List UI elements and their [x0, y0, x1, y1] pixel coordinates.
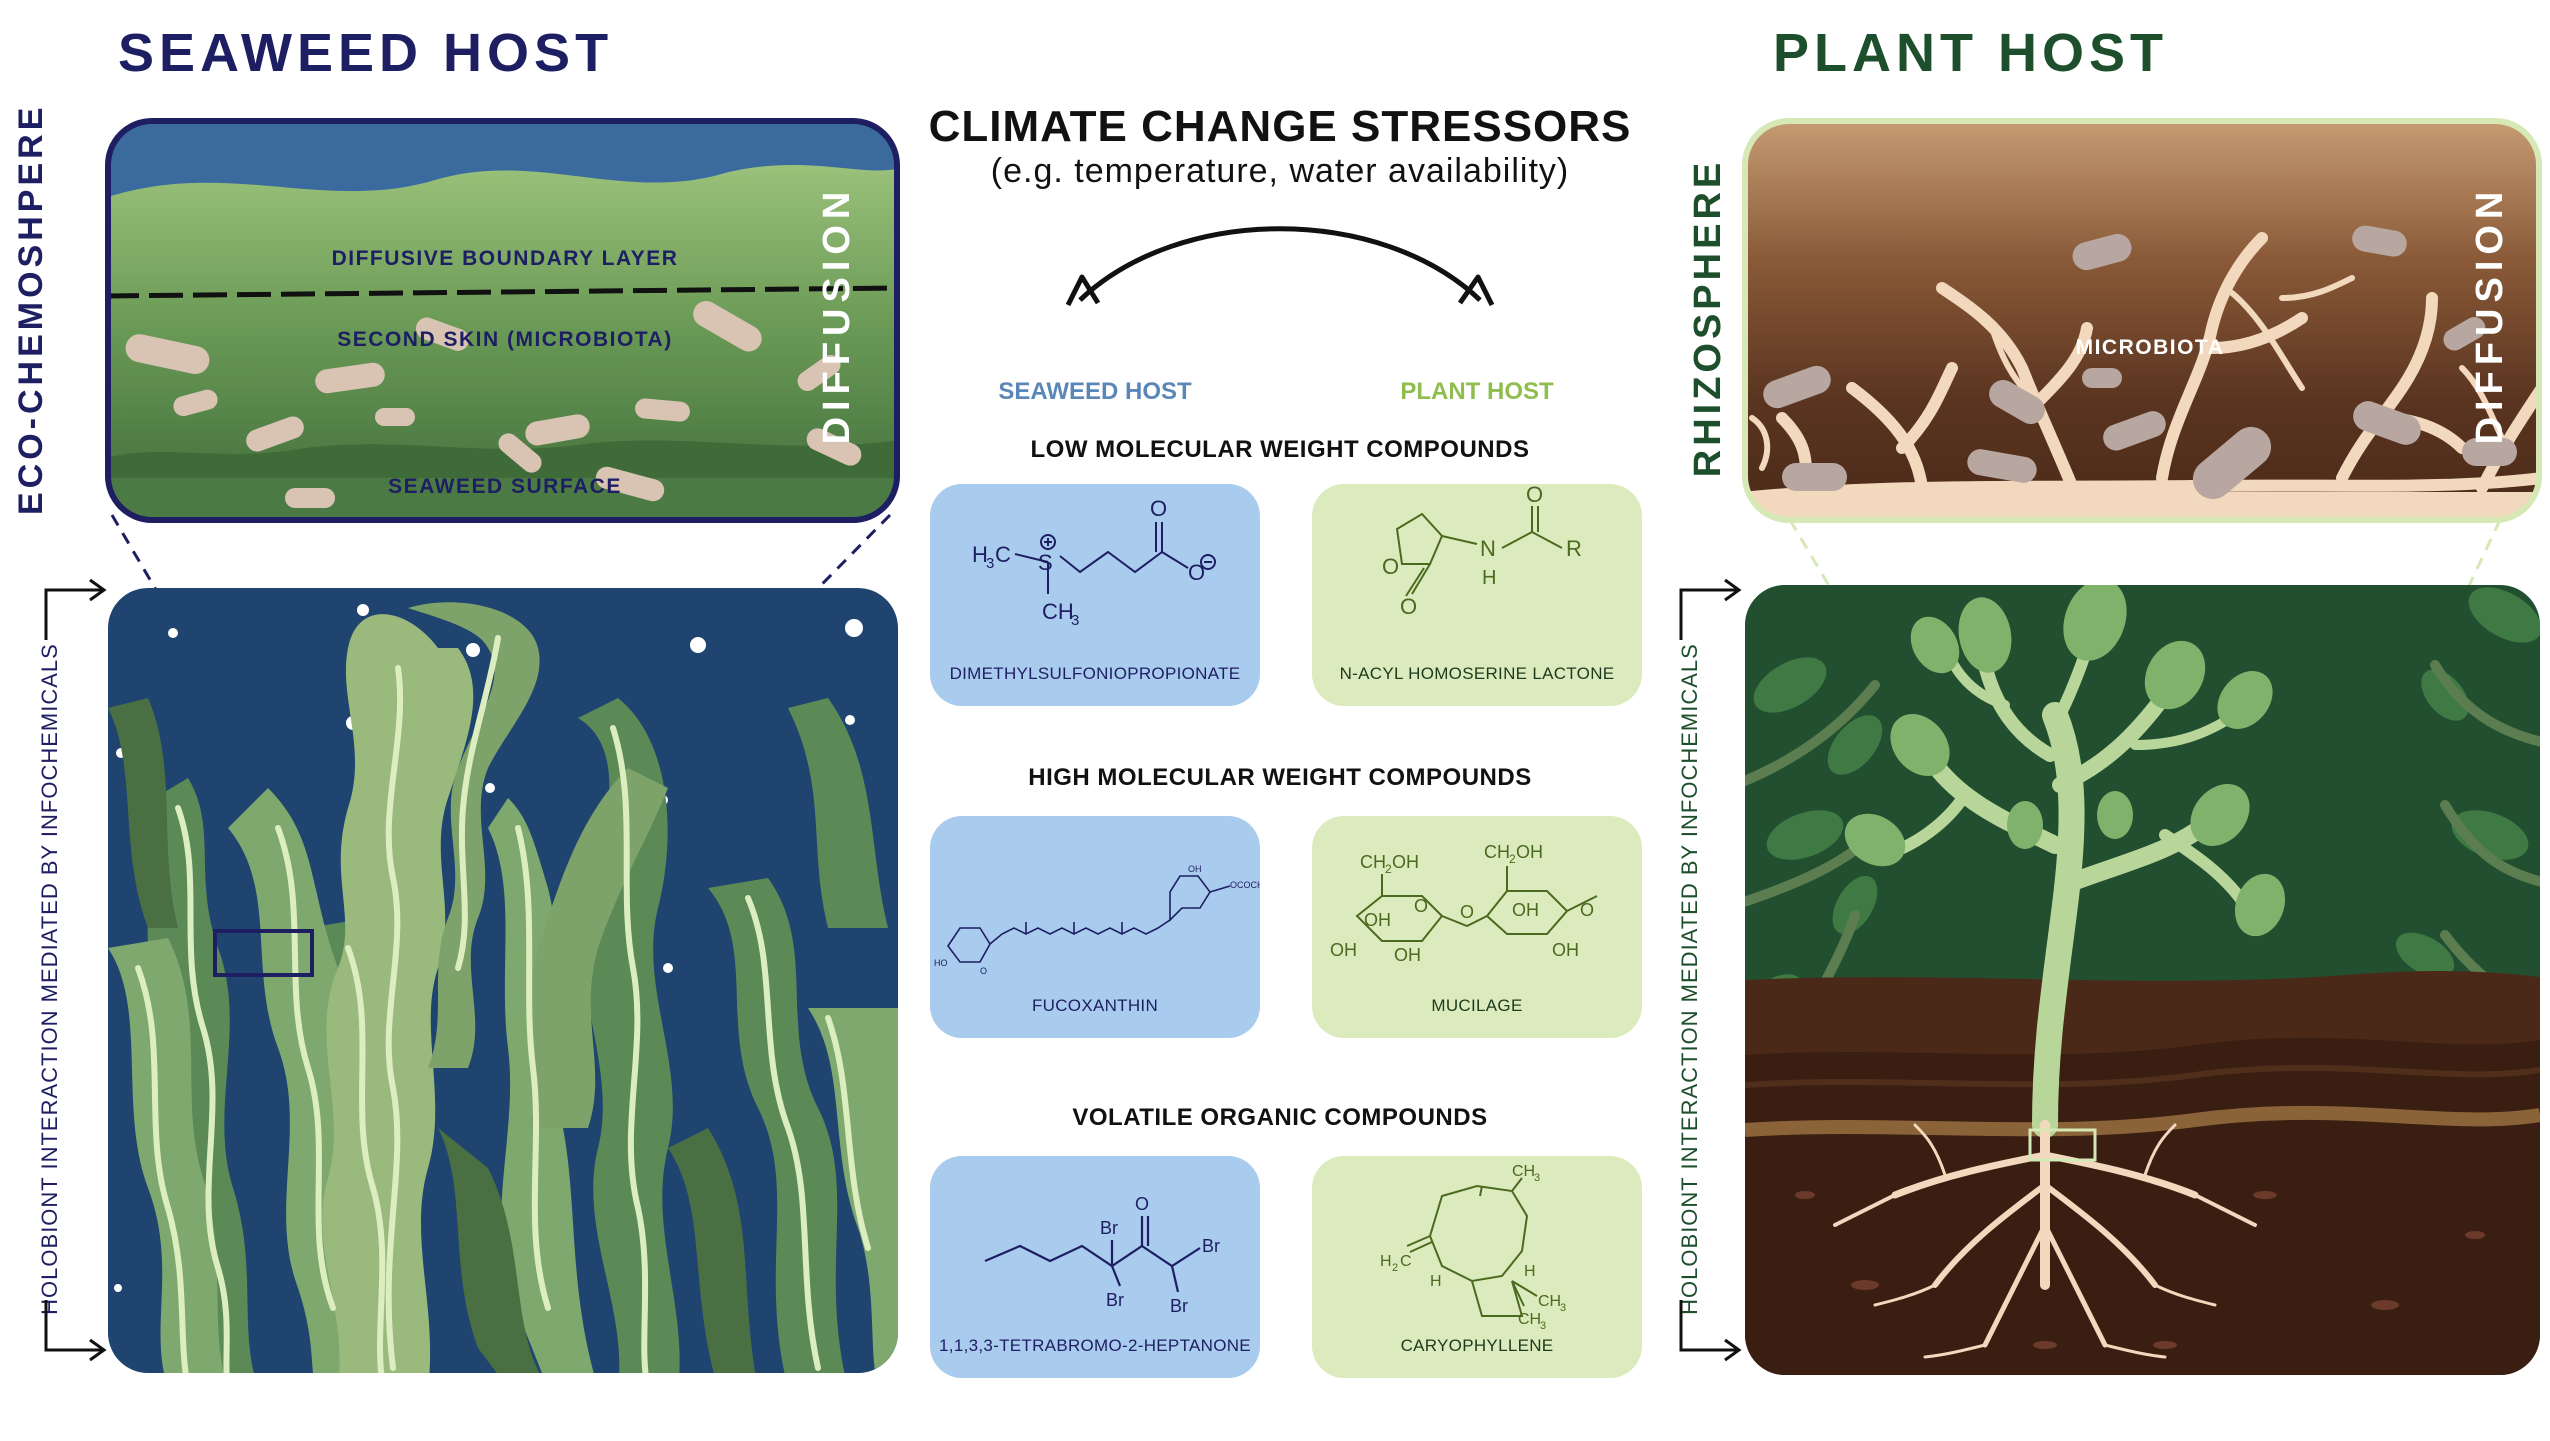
plant-bracket-arrows: [1679, 578, 1742, 1362]
svg-text:OH: OH: [1512, 900, 1539, 920]
fucoxanthin-structure: HO OH OCOCH O: [934, 864, 1260, 976]
svg-text:HO: HO: [934, 958, 948, 968]
mucilage-caption: MUCILAGE: [1431, 996, 1523, 1015]
svg-text:3: 3: [1534, 1172, 1540, 1184]
svg-text:OH: OH: [1364, 910, 1391, 930]
seaweed-surface-label: SEAWEED SURFACE: [388, 475, 622, 498]
dmsp-structure: H3 C S O O CH3: [972, 496, 1216, 629]
plant-zoom-panel: [1742, 118, 2542, 523]
microbiota-label: MICROBIOTA: [2075, 336, 2225, 359]
svg-text:CH: CH: [1042, 599, 1074, 624]
high-mw-category: HIGH MOLECULAR WEIGHT COMPOUNDS: [1028, 764, 1532, 791]
svg-text:OH: OH: [1516, 842, 1543, 862]
svg-text:O: O: [1580, 900, 1594, 920]
fucoxanthin-caption: FUCOXANTHIN: [1031, 996, 1159, 1015]
center-plant-host-label: PLANT HOST: [1400, 378, 1554, 405]
caryophyllene-caption: CARYOPHYLLENE: [1400, 1336, 1554, 1355]
card-fucoxanthin: HO OH OCOCH O FUCOXANTHIN: [930, 816, 1260, 1038]
plant-diffusion-label: DIFFUSION: [2469, 185, 2511, 445]
svg-text:O: O: [1382, 554, 1399, 579]
tetrabromoheptanone-caption: 1,1,3,3-TETRABROMO-2-HEPTANONE: [939, 1336, 1251, 1355]
plant-soil-illustration: [1745, 585, 2540, 1375]
seaweed-bracket-arrows: [44, 578, 107, 1362]
center-seaweed-host-label: SEAWEED HOST: [998, 378, 1192, 405]
voc-category: VOLATILE ORGANIC COMPOUNDS: [1072, 1104, 1488, 1131]
svg-text:C: C: [1400, 1253, 1412, 1270]
seaweed-underwater-illustration: [108, 588, 898, 1373]
svg-text:OCOCH: OCOCH: [1230, 880, 1260, 890]
svg-text:C: C: [995, 542, 1011, 567]
climate-stressors-subtitle: (e.g. temperature, water availability): [990, 152, 1570, 190]
seaweed-zoom-panel: [105, 118, 900, 523]
svg-text:CH: CH: [1538, 1293, 1561, 1310]
plant-host-title: PLANT HOST: [1773, 23, 2168, 83]
svg-text:H: H: [1380, 1253, 1392, 1270]
svg-text:Br: Br: [1100, 1218, 1118, 1238]
svg-text:S: S: [1038, 550, 1053, 575]
svg-text:O: O: [1135, 1194, 1149, 1214]
svg-text:2: 2: [1392, 1262, 1398, 1274]
seaweed-host-title: SEAWEED HOST: [118, 23, 614, 83]
svg-text:CH: CH: [1518, 1311, 1541, 1328]
card-tetrabromoheptanone: Br Br O Br Br 1,1,3,3-TETRABROMO-2-HEPTANO…: [930, 1156, 1260, 1378]
svg-text:O: O: [980, 966, 987, 976]
svg-text:N: N: [1480, 536, 1496, 561]
eco-chemosphere-label: ECO-CHEMOSHPERE: [12, 103, 50, 515]
low-mw-category: LOW MOLECULAR WEIGHT COMPOUNDS: [1030, 436, 1530, 463]
svg-text:OH: OH: [1330, 940, 1357, 960]
svg-text:Br: Br: [1106, 1290, 1124, 1310]
card-ahl: O O N H O R N-ACYL HOMOSERINE LACTONE: [1312, 484, 1642, 706]
svg-text:OH: OH: [1392, 852, 1419, 872]
svg-text:CH: CH: [1360, 852, 1386, 872]
svg-text:3: 3: [986, 555, 994, 572]
svg-text:CH: CH: [1512, 1163, 1535, 1180]
ahl-structure: O O N H O R: [1382, 484, 1582, 619]
svg-text:Br: Br: [1170, 1296, 1188, 1316]
svg-text:CH: CH: [1484, 842, 1510, 862]
svg-text:H: H: [1482, 567, 1496, 589]
svg-text:OH: OH: [1394, 945, 1421, 965]
bidirectional-arrow: [1065, 226, 1495, 307]
svg-text:O: O: [1400, 594, 1417, 619]
svg-text:O: O: [1414, 896, 1428, 916]
svg-text:3: 3: [1071, 612, 1079, 629]
svg-text:H: H: [972, 542, 988, 567]
second-skin-label: SECOND SKIN (MICROBIOTA): [337, 328, 673, 351]
svg-text:R: R: [1566, 536, 1582, 561]
svg-text:O: O: [1460, 902, 1474, 922]
climate-stressors-title: CLIMATE CHANGE STRESSORS: [928, 102, 1632, 151]
svg-text:3: 3: [1560, 1302, 1566, 1314]
svg-text:Br: Br: [1202, 1236, 1220, 1256]
svg-text:2: 2: [1385, 862, 1392, 876]
rhizosphere-label: RHIZOSPHERE: [1687, 158, 1729, 478]
svg-text:O: O: [1188, 560, 1205, 585]
svg-text:3: 3: [1540, 1320, 1546, 1332]
svg-text:O: O: [1150, 496, 1167, 521]
dmsp-caption: DIMETHYLSULFONIOPROPIONATE: [949, 664, 1241, 683]
tetrabromoheptanone-structure: Br Br O Br Br: [984, 1194, 1220, 1316]
svg-text:H: H: [1430, 1273, 1442, 1290]
svg-text:OH: OH: [1552, 940, 1579, 960]
svg-text:O: O: [1526, 484, 1543, 507]
diffusive-boundary-layer-label: DIFFUSIVE BOUNDARY LAYER: [331, 247, 679, 270]
seaweed-diffusion-label: DIFFUSION: [816, 185, 858, 445]
svg-text:H: H: [1524, 1263, 1536, 1280]
svg-text:OH: OH: [1188, 864, 1202, 874]
svg-text:2: 2: [1509, 852, 1516, 866]
ahl-caption: N-ACYL HOMOSERINE LACTONE: [1339, 664, 1615, 683]
